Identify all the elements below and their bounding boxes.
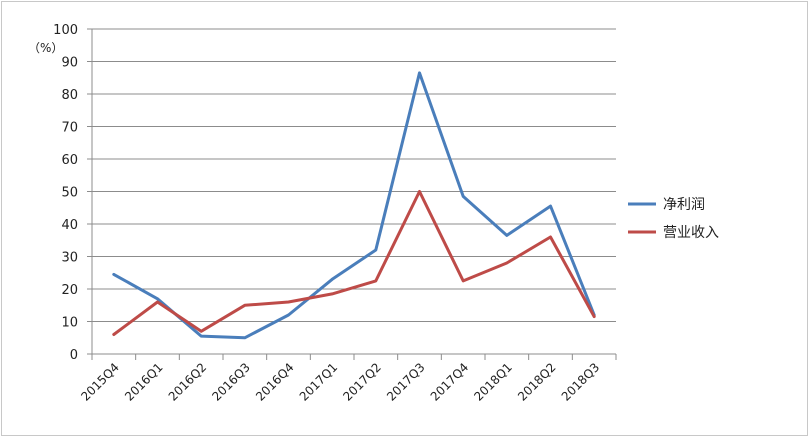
data-point — [592, 315, 596, 318]
x-tick-label: 2016Q2 — [166, 360, 210, 404]
data-point — [330, 292, 334, 296]
data-point — [287, 313, 290, 317]
data-point — [156, 300, 159, 304]
data-point — [243, 304, 247, 307]
data-point — [418, 190, 421, 193]
y-tick-label: 20 — [61, 283, 78, 298]
data-point — [549, 204, 552, 208]
data-point — [156, 297, 159, 300]
legend-label: 营业收入 — [663, 225, 719, 241]
y-axis-unit-label: （%） — [28, 41, 63, 55]
data-point — [374, 248, 378, 252]
series-line — [112, 190, 596, 336]
x-tick-label: 2018Q2 — [515, 360, 559, 404]
y-tick-label: 80 — [61, 88, 78, 103]
legend-label: 净利润 — [663, 197, 705, 213]
x-tick-label: 2017Q2 — [340, 360, 384, 404]
x-tick-label: 2017Q4 — [428, 360, 472, 404]
y-tick-label: 40 — [61, 218, 78, 233]
data-point — [418, 71, 421, 75]
data-point — [549, 235, 552, 239]
data-point — [287, 300, 290, 304]
y-tick-label: 100 — [53, 23, 78, 38]
data-point — [330, 278, 334, 281]
data-point — [505, 261, 509, 265]
data-point — [461, 195, 465, 198]
x-tick-label: 2016Q3 — [209, 360, 253, 404]
x-tick-label: 2018Q1 — [471, 360, 515, 404]
x-tick-label: 2015Q4 — [78, 360, 122, 404]
x-tick-label: 2016Q4 — [253, 360, 297, 404]
x-tick-labels: 2015Q4 2016Q1 2016Q2 2016Q3 2016Q4 2017Q1 2017… — [78, 360, 602, 404]
data-point — [374, 279, 378, 283]
y-tick-labels: 0 10 20 30 40 50 60 70 80 90 100 — [53, 23, 78, 363]
y-tick-label: 70 — [61, 121, 78, 136]
axes — [87, 28, 617, 360]
y-tick-label: 90 — [61, 56, 78, 71]
series-lines — [112, 71, 596, 340]
y-tick-label: 30 — [61, 251, 78, 266]
x-tick-label: 2018Q3 — [559, 360, 603, 404]
x-tick-label: 2016Q1 — [122, 360, 166, 404]
data-point — [505, 234, 509, 237]
data-point — [112, 333, 116, 336]
data-point — [243, 336, 247, 339]
data-point — [461, 279, 465, 283]
y-tick-label: 50 — [61, 186, 78, 201]
y-tick-label: 60 — [61, 153, 78, 168]
series-line — [112, 71, 596, 340]
data-point — [199, 330, 203, 333]
data-point — [112, 273, 116, 276]
data-point — [199, 334, 203, 338]
gridlines — [92, 28, 616, 322]
y-tick-label: 10 — [61, 316, 78, 331]
y-tick-label: 0 — [70, 348, 78, 363]
x-tick-label: 2017Q1 — [297, 360, 341, 404]
x-tick-label: 2017Q3 — [384, 360, 428, 404]
